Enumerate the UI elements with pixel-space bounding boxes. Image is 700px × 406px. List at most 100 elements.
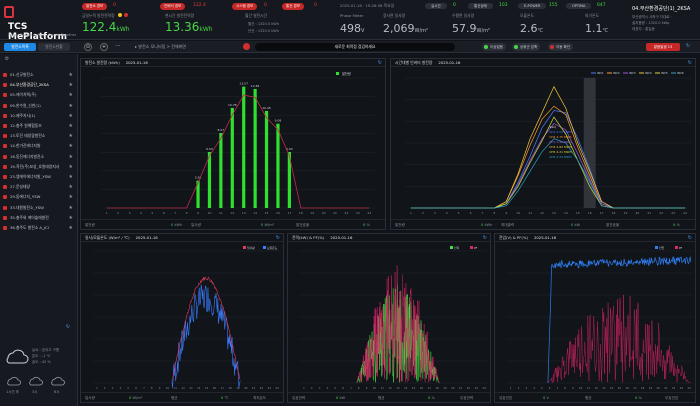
favorite-star-icon[interactable]: ★ — [68, 163, 73, 170]
refresh-icon[interactable]: ↻ — [275, 235, 280, 241]
x-tick-label: 4 — [120, 386, 122, 390]
favorite-star-icon[interactable]: ★ — [68, 102, 73, 109]
sun-icon — [118, 13, 122, 17]
x-tick-label: 17 — [600, 211, 604, 215]
sidebar-item[interactable]: 14.한가진에너지발 ★ — [2, 141, 76, 151]
sidebar-item[interactable]: 10.제주지사(1) ★ — [2, 111, 76, 121]
tab-plant-status[interactable]: 발전소현황 — [38, 43, 70, 51]
alarm-tag-inverter[interactable]: 인버터 경보 — [160, 3, 186, 10]
breadcrumb[interactable]: ▸ 발전소 모니터링 > 전체화면 — [135, 44, 186, 49]
refresh-icon[interactable]: ↻ — [687, 235, 692, 241]
favorite-star-icon[interactable]: ★ — [68, 214, 73, 221]
top-header: TCS MePlatform V3.0a Power Control Safet… — [0, 0, 700, 50]
favorite-star-icon[interactable]: ★ — [68, 123, 73, 129]
add-icon[interactable]: + — [100, 43, 108, 51]
today-gen-value: 122.4kWh — [82, 20, 130, 34]
sidebar-item[interactable]: 01.신규발전소 ★ — [2, 70, 76, 80]
tab-plant-list[interactable]: 발전소목록 — [4, 43, 36, 51]
x-tick-label: 23 — [671, 211, 675, 215]
favorite-star-icon[interactable]: ★ — [68, 225, 73, 231]
sidebar-item[interactable]: 12.충주 원예협동조 ★ — [2, 121, 76, 131]
favorite-star-icon[interactable]: ★ — [68, 143, 73, 150]
x-tick-label: 21 — [252, 386, 256, 390]
pill-move[interactable]: 이동 확인 — [548, 43, 573, 51]
favorite-star-icon[interactable]: ★ — [68, 133, 73, 140]
x-tick-label: 6 — [470, 211, 472, 215]
foot-val: 0 % — [673, 223, 680, 227]
x-tick-label: 1 — [410, 211, 412, 215]
nav-target-icon[interactable]: ⊙ — [84, 43, 92, 51]
sidebar-item[interactable]: 23.엠에이에너지발_YSW ★ — [2, 172, 76, 182]
x-tick-label: 7 — [481, 211, 483, 215]
favorite-star-icon[interactable]: ★ — [68, 92, 73, 99]
badge-comm[interactable]: 통신상태 — [468, 3, 493, 9]
x-tick-label: 4 — [327, 386, 329, 390]
favorite-star-icon[interactable]: ★ — [68, 72, 73, 78]
sidebar-item[interactable]: 04.부산환경공단_2KSA ★ — [2, 80, 76, 90]
favorite-star-icon[interactable]: ★ — [68, 184, 73, 191]
sidebar-item[interactable]: 13.토진 태양광발전소 ★ — [2, 131, 76, 141]
brand-logo[interactable]: TCS MePlatform V3.0a Power Control Safet… — [4, 3, 79, 50]
favorite-star-icon[interactable]: ★ — [68, 204, 73, 211]
pill-reduce[interactable]: 상위군 감축 — [512, 43, 541, 51]
x-tick-label: 20 — [451, 386, 455, 390]
legend-swatch — [470, 246, 473, 249]
alarm-button[interactable]: 알람발생 13 — [646, 43, 680, 51]
sidebar-item[interactable]: 05.에이치텍(주) ★ — [2, 90, 76, 100]
favorite-star-icon[interactable]: ★ — [68, 82, 73, 89]
sidebar-item[interactable]: 09.한수원_신한(1) ★ — [2, 101, 76, 111]
sidebar-item[interactable]: 16.동진에너지발전소 ★ — [2, 152, 76, 162]
bar — [219, 133, 223, 208]
badge-epower[interactable]: E-POWER — [518, 3, 547, 9]
x-tick-label: 15 — [205, 386, 209, 390]
notice-banner[interactable]: 새로운 최적점 점검하세요 — [255, 43, 455, 51]
alarm-tag-comm[interactable]: 통신 경보 — [282, 3, 304, 10]
status-dot-icon — [3, 113, 7, 118]
sidebar-item[interactable]: 29.돔에너지_YSW ★ — [2, 192, 76, 202]
week-label: 월간 발전시간 — [245, 13, 268, 18]
more-icon[interactable]: ··· — [115, 43, 121, 49]
x-tick-label: 6 — [549, 386, 551, 390]
x-tick-label: 21 — [664, 386, 668, 390]
x-tick-label: 10 — [166, 386, 170, 390]
sidebar-item[interactable]: 35.충주외 에어솔레발전 ★ — [2, 213, 76, 223]
badge-optima[interactable]: OPTIMA — [566, 3, 592, 9]
alarm-tag-plant[interactable]: 발전소 경보 — [82, 3, 108, 10]
horizontal-value: 57.9W/m² — [452, 22, 491, 35]
sidebar-item[interactable]: 36.충주도 발전소 A_JCI ★ — [2, 223, 76, 233]
refresh-icon[interactable]: ↻ — [377, 60, 382, 66]
x-tick-label: 11 — [219, 211, 223, 215]
sidebar-item-label: 01.신규발전소 — [10, 72, 34, 77]
sidebar-settings-icon[interactable]: ⚙ — [4, 56, 10, 62]
refresh-icon[interactable]: ↻ — [685, 43, 691, 49]
refresh-icon[interactable]: ↻ — [687, 60, 692, 66]
weather-refresh-icon[interactable]: ↻ — [65, 324, 71, 330]
badge-realtime[interactable]: 실시간 — [425, 3, 447, 9]
status-dot-icon — [3, 134, 7, 139]
alarm-tag-system[interactable]: 시스템 경보 — [232, 3, 258, 10]
x-tick-label: 23 — [680, 386, 684, 390]
x-tick-label: 15 — [265, 211, 269, 215]
favorite-star-icon[interactable]: ★ — [68, 194, 73, 201]
x-tick-label: 7 — [557, 386, 559, 390]
x-tick-label: 3 — [129, 211, 131, 215]
pill-normal[interactable]: 이상없음 — [482, 43, 506, 51]
foot-val: 0 % — [428, 396, 435, 400]
alarm-val-inverter: 122.4 — [193, 3, 206, 8]
favorite-star-icon[interactable]: ★ — [68, 174, 73, 180]
bar-value-label: 12.82 — [251, 84, 260, 88]
x-tick-label: 20 — [635, 211, 639, 215]
x-tick-label: 5 — [151, 211, 153, 215]
refresh-icon[interactable]: ↻ — [482, 235, 487, 241]
temp-value: 2.6℃ — [520, 22, 544, 35]
sidebar-item[interactable]: 27.문성태양 ★ — [2, 182, 76, 192]
status-dot-icon — [3, 215, 7, 220]
favorite-star-icon[interactable]: ★ — [68, 112, 73, 119]
x-tick-label: 6 — [135, 386, 137, 390]
favorite-star-icon[interactable]: ★ — [68, 153, 73, 160]
x-tick-label: 10 — [373, 386, 377, 390]
sidebar-item-label: 10.제주지사(1) — [10, 112, 36, 118]
sidebar-item[interactable]: 33.대원발전소_YSW ★ — [2, 203, 76, 213]
sidebar-item[interactable]: 19.직전(주)보성_호원태양지사 ★ — [2, 162, 76, 172]
bar — [264, 110, 269, 208]
